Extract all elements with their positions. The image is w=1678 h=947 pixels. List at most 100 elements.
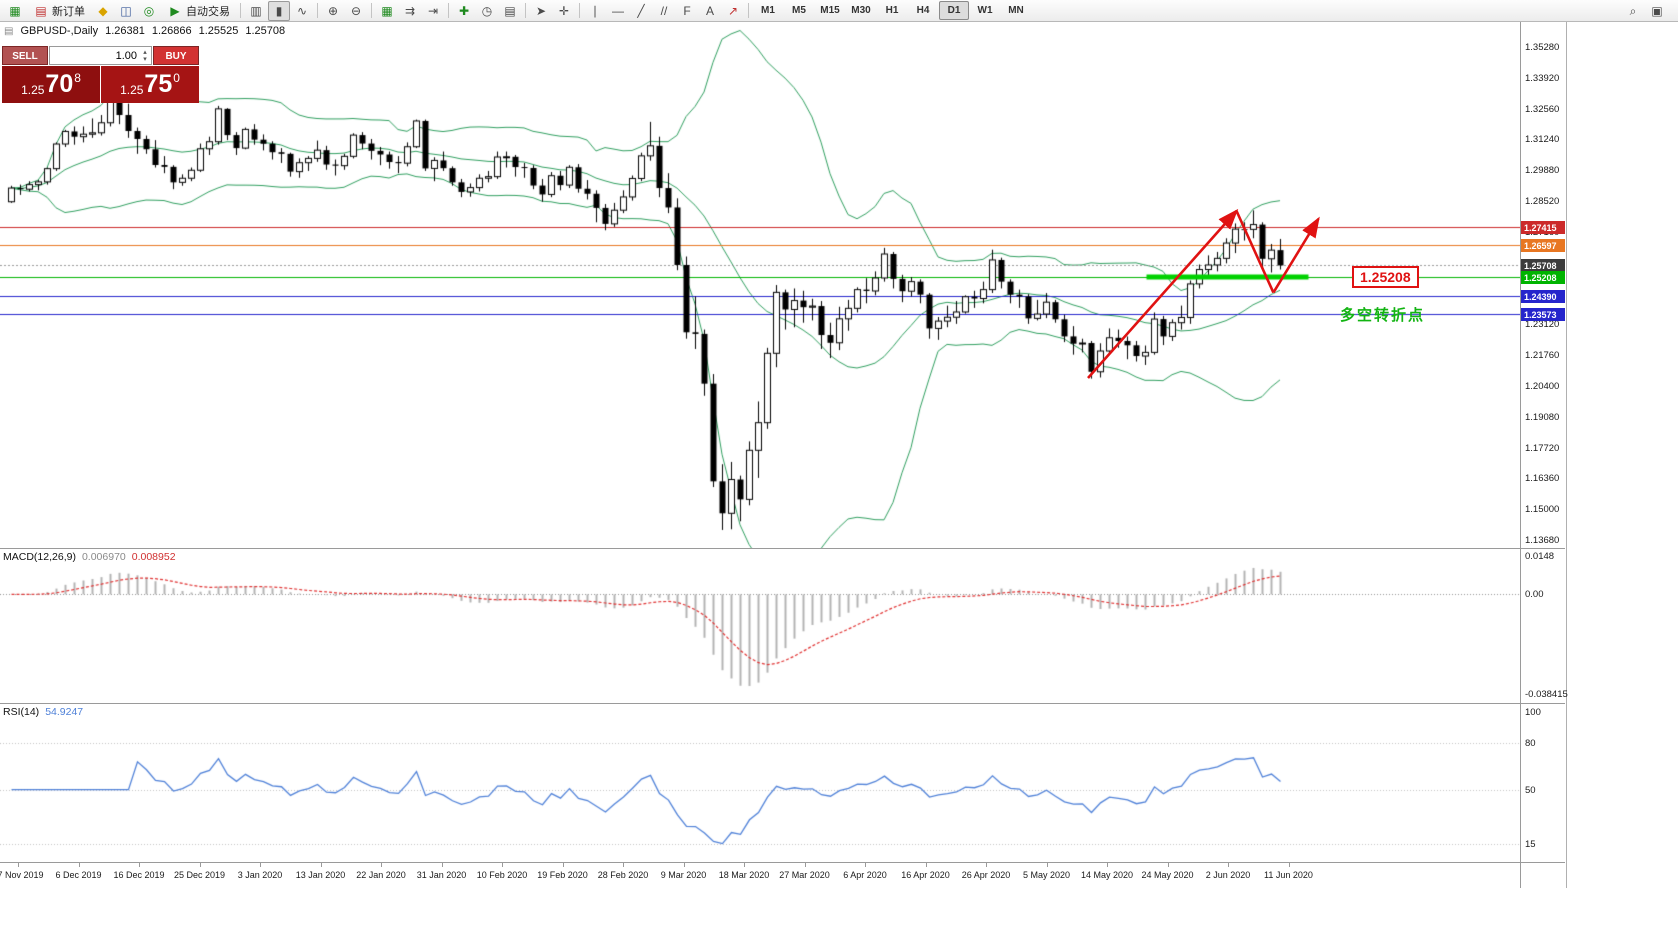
arrows-tool-icon[interactable]: ↗ (727, 3, 739, 18)
date-axis-label: 10 Feb 2020 (476, 870, 528, 880)
zoom-out-icon[interactable]: ⊖ (350, 3, 362, 18)
date-axis-label: 31 Jan 2020 (416, 870, 467, 880)
volume-decrease-icon[interactable]: ▾ (143, 55, 147, 63)
chart-shift-icon[interactable]: ⇥ (427, 3, 439, 18)
line-chart-icon[interactable]: ∿ (296, 3, 308, 18)
price-tag: 1.26597 (1521, 239, 1565, 253)
timeframe-h4-button[interactable]: H4 (916, 5, 930, 16)
ohlc-open: 1.26381 (105, 25, 145, 37)
timeframe-m15-button[interactable]: M15 (820, 5, 840, 16)
candlestick-chart-icon[interactable]: ▮ (268, 0, 290, 21)
data-window-icon[interactable]: ◫ (120, 3, 132, 18)
date-axis-label: 27 Mar 2020 (779, 870, 830, 880)
macd-name: MACD(12,26,9) (3, 551, 76, 563)
main-toolbar: ▦ ▤ 新订单 ◆ ◫ ◎ ▶ 自动交易 ▥ ▮ ∿ ⊕ ⊖ ▦ ⇉ ⇥ ✚ ◷… (0, 0, 1678, 22)
one-click-trading-panel: SELL ▴ ▾ BUY 1.25 70 8 1.25 (2, 46, 199, 103)
chart-icon: ▤ (4, 25, 14, 37)
toolbar-separator (240, 3, 241, 18)
price-chart-canvas[interactable] (0, 22, 1520, 548)
zoom-in-icon[interactable]: ⊕ (327, 3, 339, 18)
cursor-icon[interactable]: ➤ (535, 3, 547, 18)
buy-button[interactable]: BUY (153, 46, 199, 65)
macd-canvas[interactable] (0, 549, 1520, 703)
market-watch-icon[interactable]: ◆ (98, 3, 108, 18)
date-tick (1288, 863, 1290, 867)
crosshair-icon[interactable]: ✛ (558, 3, 570, 18)
price-tag: 1.23573 (1521, 308, 1565, 322)
macd-panel[interactable]: MACD(12,26,9) 0.006970 0.008952 0.0148 0.… (0, 548, 1568, 703)
auto-trading-button[interactable]: ▶ 自动交易 (161, 1, 236, 21)
new-chart-icon[interactable]: ▦ (9, 3, 21, 18)
sell-price-point: 8 (74, 71, 81, 85)
date-tick (199, 863, 201, 867)
date-axis-label: 6 Dec 2019 (55, 870, 102, 880)
rsi-axis-label: 80 (1525, 738, 1536, 750)
macd-axis-label: -0.038415 (1525, 689, 1568, 700)
price-axis-label: 1.21760 (1525, 350, 1560, 362)
price-callout[interactable]: 1.25208 (1352, 265, 1419, 288)
text-tool-icon[interactable]: A (705, 3, 714, 18)
price-axis-label: 1.33920 (1525, 72, 1560, 84)
timeframe-w1-button[interactable]: W1 (977, 5, 993, 16)
date-tick (986, 863, 987, 867)
price-chart-panel[interactable]: ▤ GBPUSD-,Daily 1.26381 1.26866 1.25525 … (0, 22, 1565, 548)
new-order-button[interactable]: ▤ 新订单 (27, 1, 91, 21)
symbol-period: GBPUSD-,Daily (20, 25, 99, 37)
rsi-value: 54.9247 (45, 706, 84, 718)
macd-axis[interactable]: 0.0148 0.00 -0.038415 (1520, 549, 1568, 703)
new-order-label: 新订单 (52, 5, 85, 18)
vertical-line-icon[interactable]: ∣ (592, 3, 598, 18)
rsi-axis-label: 15 (1525, 839, 1536, 850)
rsi-axis[interactable]: 100 80 50 15 (1520, 704, 1566, 862)
tile-windows-icon[interactable]: ▦ (381, 3, 393, 18)
auto-scroll-icon[interactable]: ⇉ (404, 3, 416, 18)
sell-button[interactable]: SELL (2, 46, 48, 65)
price-axis-label: 1.15000 (1525, 504, 1560, 516)
horizontal-line-icon[interactable]: ― (612, 3, 624, 18)
timeframe-d1-button[interactable]: D1 (939, 1, 969, 20)
date-axis[interactable]: 27 Nov 2019 6 Dec 2019 16 Dec 2019 25 Dec 2… (0, 862, 1565, 888)
indicators-icon[interactable]: ✚ (458, 3, 470, 18)
date-axis-label: 16 Apr 2020 (901, 870, 950, 880)
date-axis-label: 2 Jun 2020 (1205, 870, 1251, 880)
date-tick (562, 863, 564, 867)
pivot-annotation[interactable]: 多空转折点 (1340, 307, 1426, 324)
volume-input[interactable] (50, 49, 139, 62)
price-axis-label: 1.29880 (1525, 165, 1560, 177)
bar-chart-icon[interactable]: ▥ (250, 3, 262, 18)
price-axis-label: 1.17720 (1525, 442, 1560, 454)
date-axis-label: 28 Feb 2020 (597, 870, 649, 880)
date-axis-label: 13 Jan 2020 (295, 870, 346, 880)
rsi-canvas[interactable] (0, 704, 1520, 862)
navigator-icon[interactable]: ◎ (143, 3, 155, 18)
date-axis-label: 14 May 2020 (1080, 870, 1134, 880)
macd-value-main: 0.006970 (81, 551, 126, 563)
timeframe-m1-button[interactable]: M1 (761, 5, 775, 16)
buy-price-button[interactable]: 1.25 75 0 (101, 66, 199, 103)
date-tick (1228, 863, 1229, 867)
new-window-icon[interactable]: ▣ (1651, 3, 1663, 18)
periods-icon[interactable]: ◷ (481, 3, 493, 18)
rsi-panel[interactable]: RSI(14) 54.9247 100 80 50 15 (0, 703, 1565, 862)
macd-label: MACD(12,26,9) 0.006970 0.008952 (3, 551, 176, 563)
macd-value-signal: 0.008952 (131, 551, 176, 563)
date-tick (441, 863, 443, 867)
trendline-icon[interactable]: ╱ (637, 3, 645, 18)
price-axis[interactable]: 1.35280 1.33920 1.32560 1.31240 1.29880 1.285… (1520, 22, 1565, 548)
price-axis-label: 1.23120 (1525, 319, 1560, 331)
channel-icon[interactable]: // (660, 3, 668, 18)
timeframe-h1-button[interactable]: H1 (885, 5, 899, 16)
price-axis-label: 1.13680 (1525, 535, 1560, 546)
volume-increase-icon[interactable]: ▴ (143, 48, 147, 56)
date-tick (1107, 863, 1108, 867)
timeframe-mn-button[interactable]: MN (1008, 5, 1024, 16)
sell-price-pips: 70 (45, 70, 74, 98)
timeframe-m5-button[interactable]: M5 (792, 5, 806, 16)
buy-price-point: 0 (173, 71, 180, 85)
timeframe-m30-button[interactable]: M30 (851, 5, 871, 16)
sell-price-button[interactable]: 1.25 70 8 (2, 66, 100, 103)
search-icon[interactable]: ⌕ (1629, 3, 1637, 18)
date-tick (865, 863, 866, 867)
templates-icon[interactable]: ▤ (504, 3, 516, 18)
fibonacci-icon[interactable]: F (683, 3, 691, 18)
